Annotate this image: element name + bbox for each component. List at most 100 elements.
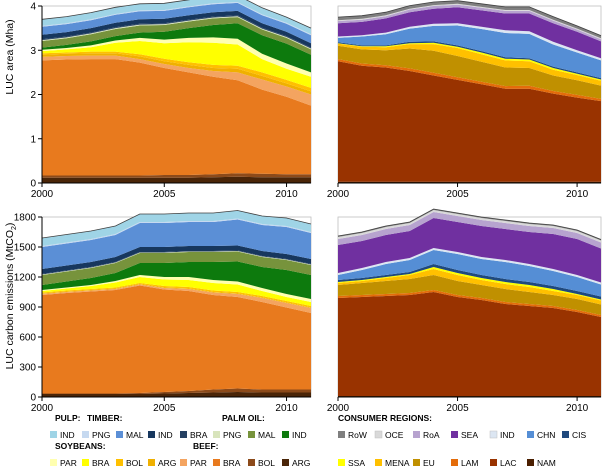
area-series-palm-png (42, 16, 311, 50)
stack-top-line (41, 0, 312, 29)
area-series-reg-roa (338, 212, 601, 249)
area-series-reg-chn (338, 250, 601, 297)
area-series-reg-sea (338, 218, 601, 283)
area-series-beef-arg (42, 176, 311, 183)
legend-swatch (180, 459, 187, 466)
legend-title-consumer-regions: CONSUMER REGIONS: (338, 413, 432, 423)
y-tick-label: 1500 (14, 243, 37, 254)
legend-item-label: MAL (126, 430, 144, 440)
legend-swatch (116, 431, 123, 438)
legend-swatch (375, 459, 382, 466)
legend-swatch (562, 431, 569, 438)
legend-swatch (489, 430, 498, 439)
legend-item-label: NAM (537, 458, 556, 468)
area-series-beef-par (42, 55, 311, 106)
panel-carbon-region: 2000 2005 2010 (327, 208, 602, 414)
y-tick-label: 0 (30, 393, 36, 404)
area-series-pulp-mal (42, 2, 311, 44)
legend-item-label: BRA (223, 458, 241, 468)
area-series-reg-row (338, 0, 601, 39)
legend-item-label: CHN (537, 430, 555, 440)
legend-item-label: IND (60, 430, 75, 440)
y-axis-label-carbon-end: ) (4, 223, 16, 227)
legend-swatch (338, 459, 345, 466)
area-series-beef-par (42, 284, 311, 313)
x-tick-label: 2010 (566, 189, 589, 200)
legend-group-label: TIMBER: (87, 413, 123, 423)
area-series-pulp-ind2 (42, 245, 311, 274)
legend-item-label: SEA (461, 430, 478, 440)
legend-item-label: PAR (190, 458, 207, 468)
area-series-beef-bra (42, 285, 311, 394)
y-tick-label: 1200 (14, 273, 37, 284)
legend-swatch (82, 459, 89, 466)
area-series-reg-chn (338, 25, 601, 79)
legend-item-label: CIS (572, 430, 587, 440)
x-tick-label: 2005 (153, 403, 176, 414)
legend-consumer-regions: CONSUMER REGIONS: RoW OCE RoA SEA IND CHN CIS SS… (338, 413, 587, 468)
panel-carbon-commodity: 2000 2005 2010 0 300 600 900 1200 1500 1800 (14, 210, 312, 414)
area-series-reg-roa (338, 4, 601, 42)
x-tick-label: 2005 (153, 189, 176, 200)
legend-commodities: PULP: TIMBER: PALM OIL: SOYBEANS: BEEF: IND PN… (50, 413, 310, 468)
legend-swatch (116, 459, 123, 466)
legend-item-label: ARG (158, 458, 176, 468)
area-series-timber-bra (42, 15, 311, 49)
legend-swatch (451, 459, 458, 466)
y-axis-label-area: LUC area (Mha) (4, 19, 16, 94)
legend-item-label: RoW (348, 430, 367, 440)
stack-top-line (337, 208, 602, 240)
area-series-palm-mal (42, 251, 311, 285)
area-series-reg-lac (338, 292, 601, 396)
legend-swatch (527, 459, 534, 466)
area-series-beef-arg (42, 392, 311, 397)
legend-item-label: MENA (385, 458, 410, 468)
legend-group-label: BEEF: (193, 441, 219, 451)
area-series-reg-sea (338, 7, 601, 59)
area-series-soy-par (42, 37, 311, 77)
area-series-reg-cis (338, 41, 601, 80)
legend-item-label: IND (292, 430, 307, 440)
area-series-soy-bra (42, 41, 311, 88)
x-tick-label: 2010 (566, 403, 589, 414)
y-tick-label: 900 (19, 303, 36, 314)
area-series-palm-ind (42, 261, 311, 299)
y-tick-label: 2 (30, 90, 36, 101)
area-series-reg-ssa (338, 267, 601, 301)
x-tick-label: 2005 (446, 189, 469, 200)
y-tick-label: 300 (19, 363, 36, 374)
legend-item-label: BRA (190, 430, 208, 440)
legend-item-label: IND (158, 430, 173, 440)
panel-area-commodity: 2000 2005 2010 0 1 2 3 4 (30, 0, 312, 200)
legend-swatch (148, 459, 155, 466)
legend-item-label: BOL (258, 458, 275, 468)
legend-group-label: PULP: (55, 413, 81, 423)
y-tick-label: 3 (30, 46, 36, 57)
legend-item-label: BOL (126, 458, 143, 468)
legend-item-label: PNG (92, 430, 110, 440)
legend-item-label: IND (500, 430, 515, 440)
area-series-reg-ssa (338, 42, 601, 81)
legend-item-label: MAL (258, 430, 276, 440)
legend-swatch (50, 459, 57, 466)
legend-swatch (248, 431, 255, 438)
area-series-beef-bol (42, 388, 311, 394)
area-series-beef-bol (42, 173, 311, 178)
legend-item-label: ARG (292, 458, 310, 468)
area-series-reg-cis (338, 264, 601, 300)
area-series-reg-eu (338, 275, 601, 315)
stack-top-line (41, 210, 312, 239)
legend-swatch (490, 459, 497, 466)
y-axis-label-carbon: LUC carbon emissions (MtCO2) (4, 223, 18, 370)
area-series-reg-ind (338, 248, 601, 285)
legend-item-label: OCE (385, 430, 404, 440)
legend-item-label: BRA (92, 458, 110, 468)
legend-swatch (374, 430, 383, 439)
x-tick-label: 2010 (275, 403, 298, 414)
area-series-reg-eu (338, 45, 601, 99)
legend-swatch (451, 431, 458, 438)
legend-swatch (148, 431, 155, 438)
area-series-soy-bol (42, 51, 311, 92)
x-tick-label: 2005 (446, 403, 469, 414)
